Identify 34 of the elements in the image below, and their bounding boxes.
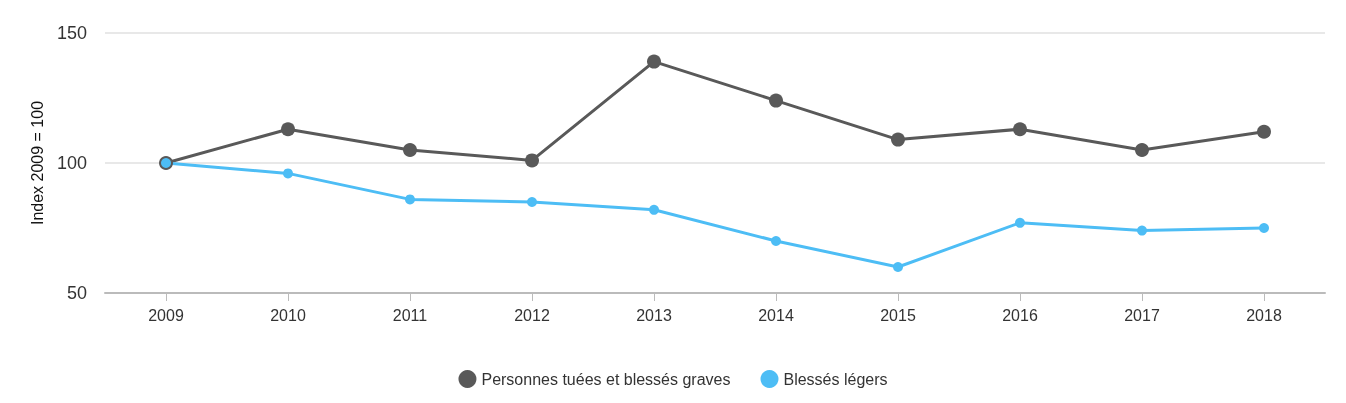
point xyxy=(647,54,661,69)
x-tick-label: 2017 xyxy=(1124,306,1160,324)
point xyxy=(1137,225,1147,236)
point xyxy=(893,262,903,272)
x-tick-label: 2012 xyxy=(514,306,550,324)
point xyxy=(1257,124,1271,139)
x-tick-label: 2010 xyxy=(270,306,306,324)
y-tick-label: 150 xyxy=(56,23,87,43)
x-tick-label: 2018 xyxy=(1246,306,1282,324)
point xyxy=(649,204,659,215)
point xyxy=(527,197,537,207)
point xyxy=(405,194,415,205)
point xyxy=(769,93,783,108)
point xyxy=(283,168,293,179)
x-tick-label: 2011 xyxy=(392,306,428,324)
y-axis-title: Index 2009 = 100 xyxy=(28,100,46,226)
point xyxy=(1135,143,1149,157)
x-tick-label: 2013 xyxy=(636,306,672,324)
point xyxy=(891,132,905,147)
point xyxy=(403,143,417,157)
x-tick-label: 2009 xyxy=(148,306,184,324)
y-tick-label: 50 xyxy=(66,283,87,303)
point xyxy=(525,153,539,168)
x-tick-label: 2016 xyxy=(1002,306,1038,324)
legend-label: Blessés légers xyxy=(783,370,888,388)
x-tick-label: 2014 xyxy=(758,306,794,324)
point xyxy=(1259,223,1269,233)
point xyxy=(1015,217,1025,228)
legend-label: Personnes tuées et blessés graves xyxy=(481,370,731,388)
point xyxy=(771,236,781,246)
point xyxy=(1013,122,1027,137)
point xyxy=(281,122,295,137)
y-tick-label: 100 xyxy=(56,153,87,173)
x-tick-label: 2015 xyxy=(880,306,916,324)
